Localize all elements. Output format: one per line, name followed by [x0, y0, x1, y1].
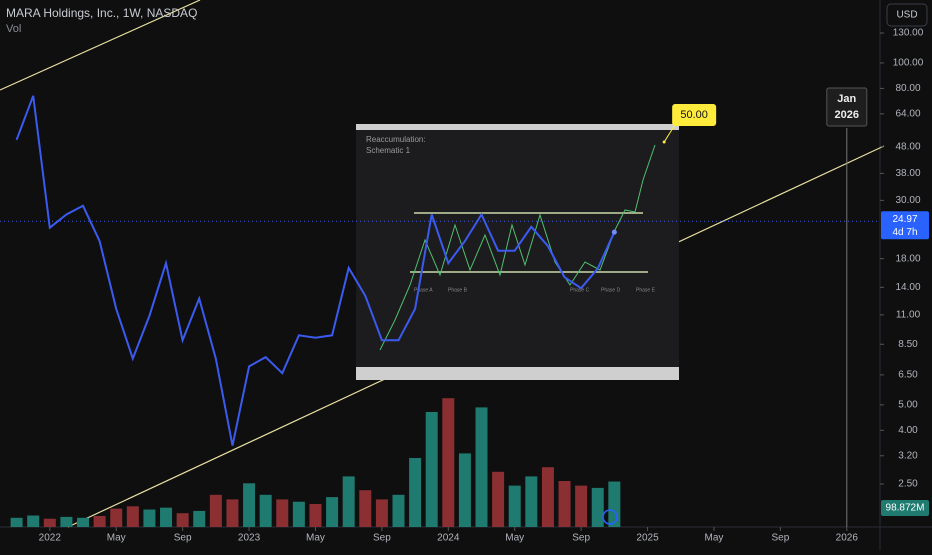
volume-bar — [292, 501, 305, 527]
target-box — [672, 104, 717, 127]
volume-bar — [193, 510, 206, 527]
x-tick-label: Sep — [572, 533, 590, 544]
y-tick-label: 5.00 — [898, 399, 918, 410]
x-tick-label: Sep — [174, 533, 192, 544]
phase-label: Phase A — [414, 287, 433, 293]
y-tick-label: 130.00 — [893, 28, 924, 39]
volume-bar — [575, 485, 588, 527]
date-marker-label: 2026 — [835, 109, 859, 121]
y-tick-label: 18.00 — [895, 253, 920, 264]
currency-button[interactable] — [886, 3, 928, 27]
x-tick-label: 2022 — [39, 533, 62, 544]
volume-bar — [442, 398, 455, 527]
date-marker-label: Jan — [837, 93, 856, 105]
volume-bar — [27, 515, 40, 527]
volume-bar — [375, 499, 388, 527]
last-point — [611, 229, 617, 235]
volume-bar — [492, 471, 505, 527]
volume-bar — [591, 487, 604, 527]
x-tick-label: 2026 — [836, 533, 859, 544]
volume-bar — [60, 516, 73, 527]
volume-bar — [392, 494, 405, 527]
target-label: 50.00 — [680, 109, 708, 121]
volume-bar — [110, 508, 123, 527]
x-tick-label: May — [505, 533, 524, 544]
y-tick-label: 80.00 — [895, 83, 920, 94]
x-tick-label: 2024 — [437, 533, 460, 544]
last-price-box — [881, 211, 929, 240]
volume-bar — [541, 467, 554, 527]
x-tick-label: Sep — [373, 533, 391, 544]
volume-bar — [243, 483, 256, 527]
volume-bar — [342, 476, 355, 527]
y-tick-label: 4.00 — [898, 425, 918, 436]
volume-bar — [160, 507, 173, 527]
inset-frame — [356, 124, 679, 380]
volume-bar — [126, 506, 139, 527]
volume-bar — [276, 499, 289, 527]
y-tick-label: 3.20 — [898, 450, 918, 461]
volume-bar — [143, 509, 156, 527]
y-tick-label: 11.00 — [896, 310, 921, 321]
inset-image: Reaccumulation: Schematic 1 Phase A Phas… — [356, 124, 679, 380]
target-pointer — [663, 125, 675, 143]
countdown-label: 4d 7h — [892, 227, 917, 238]
x-tick-label: May — [107, 533, 126, 544]
volume-bar — [359, 490, 372, 527]
trend-line — [0, 0, 201, 91]
volume-bar — [10, 517, 23, 527]
volume-bar — [475, 407, 488, 527]
schematic-line — [379, 144, 656, 351]
x-tick-label: Sep — [771, 533, 789, 544]
volume-last-box — [881, 500, 929, 516]
y-tick-label: 48.00 — [895, 141, 920, 152]
volume-bar — [458, 453, 471, 527]
volume-bar — [176, 513, 189, 527]
volume-last-label: 98.872M — [886, 503, 925, 514]
price-line — [15, 95, 616, 446]
inset-strip — [356, 124, 679, 130]
volume-bar — [558, 481, 571, 527]
volume-bar — [508, 485, 521, 527]
y-tick-label: 8.50 — [898, 339, 918, 350]
volume-bar — [259, 494, 272, 527]
x-tick-label: 2025 — [636, 533, 659, 544]
volume-bar — [77, 517, 90, 527]
volume-bar — [226, 499, 239, 527]
y-tick-label: 64.00 — [895, 109, 920, 120]
phase-label: Phase B — [448, 287, 468, 293]
phase-label: Phase C — [570, 287, 590, 293]
add-button[interactable] — [602, 509, 618, 525]
volume-bar — [608, 481, 621, 527]
inset-title: Schematic 1 — [366, 146, 411, 155]
y-tick-label: 14.00 — [895, 282, 920, 293]
currency[interactable]: USD — [896, 10, 917, 21]
volume-bar — [209, 494, 222, 527]
volume-bar — [409, 458, 422, 527]
date-marker-box — [826, 87, 868, 127]
last-price-label: 24.97 — [892, 214, 917, 225]
volume-bar — [425, 412, 438, 527]
phase-label: Phase D — [601, 287, 621, 293]
phase-label: Phase E — [636, 287, 656, 293]
inset-title: Reaccumulation: — [366, 135, 426, 144]
volume-bar — [326, 497, 339, 527]
y-tick-label: 30.00 — [895, 195, 920, 206]
x-tick-label: May — [306, 533, 325, 544]
volume-bar — [309, 504, 322, 527]
x-tick-label: May — [705, 533, 724, 544]
volume-bar — [93, 515, 106, 527]
volume-label: Vol — [6, 23, 21, 35]
y-tick-label: 38.00 — [895, 168, 920, 179]
symbol-title: MARA Holdings, Inc., 1W, NASDAQ — [6, 6, 197, 20]
x-tick-label: 2023 — [238, 533, 261, 544]
volume-bar — [43, 518, 56, 527]
volume-bar — [525, 476, 538, 527]
y-tick-label: 6.50 — [898, 370, 918, 381]
y-tick-label: 2.50 — [898, 479, 918, 490]
inset-strip — [356, 367, 679, 380]
y-tick-label: 100.00 — [893, 58, 924, 69]
